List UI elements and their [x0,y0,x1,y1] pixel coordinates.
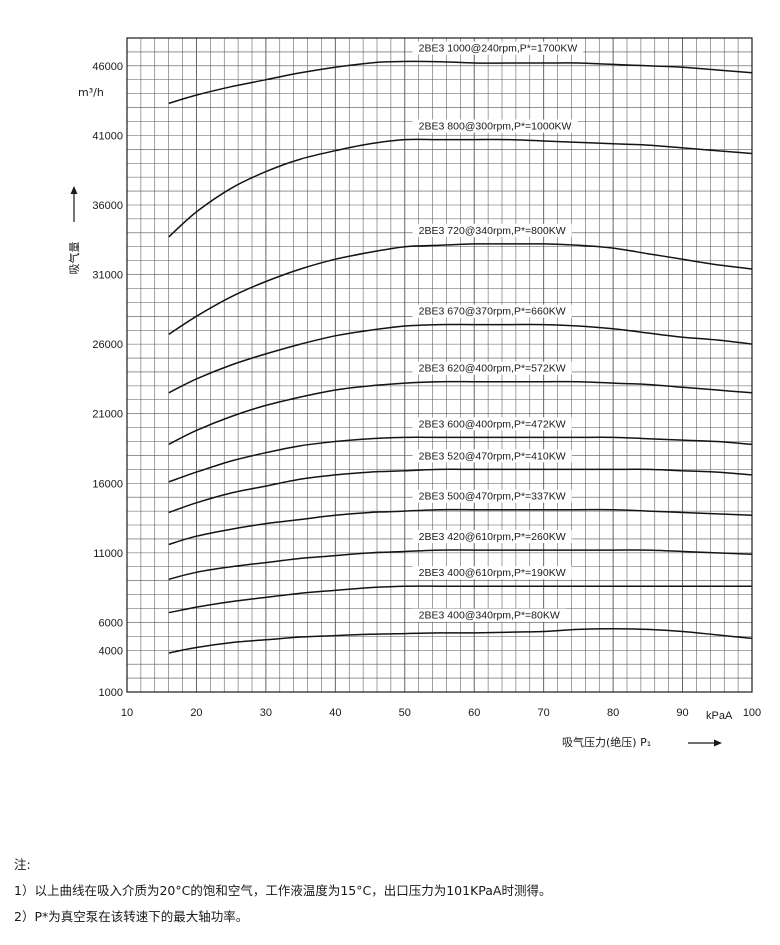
series-label: 2BE3 420@610rpm,P*=260KW [419,531,566,543]
series-label-bg [412,608,566,622]
series-label: 2BE3 400@610rpm,P*=190KW [419,567,566,579]
series-line [168,380,753,445]
series-label-bg [412,361,572,375]
series-label: 2BE3 620@400rpm,P*=572KW [419,363,566,375]
performance-chart: 2BE3 1000@240rpm,P*=1700KW 2BE3 800@300rp… [67,37,761,749]
series-label: 2BE3 720@340rpm,P*=800KW [419,225,566,237]
y-axis-label: 吸气量 [67,242,81,275]
series-label: 2BE3 1000@240rpm,P*=1700KW [419,43,578,55]
series-label-bg [412,449,572,463]
series-label-bg [412,530,572,544]
y-tick-label: 11000 [93,548,123,560]
y-tick-label: 21000 [92,409,123,421]
x-tick-label: 40 [329,707,341,719]
x-tick-label: 20 [190,707,202,719]
note-line-2: 2）P*为真空泵在该转速下的最大轴功率。 [14,909,249,924]
series-label-bg [412,119,578,133]
series-label: 2BE3 500@470rpm,P*=337KW [419,491,566,503]
y-axis-arrow-icon [70,186,78,222]
y-tick-label: 36000 [92,200,123,212]
series-line [168,549,753,581]
y-tick-label: 31000 [92,270,123,282]
series-label: 2BE3 800@300rpm,P*=1000KW [419,121,572,133]
series-line [168,627,753,654]
x-tick-label: 80 [607,707,619,719]
y-axis-unit: m³/h [78,86,104,99]
notes-section: 注: 1）以上曲线在吸入介质为20°C的饱和空气，工作液温度为15°C，出口压力… [14,852,774,930]
y-tick-label: 1000 [99,687,123,699]
series-label: 2BE3 400@340rpm,P*=80KW [419,610,560,622]
series-label: 2BE3 600@400rpm,P*=472KW [419,418,566,430]
y-tick-label: 26000 [92,339,123,351]
notes-heading: 注: [14,857,31,872]
y-tick-label: 46000 [92,61,123,73]
x-tick-labels: 10 20 30 40 50 60 70 80 90 100 [121,707,761,719]
series-line [168,585,752,614]
y-tick-labels: 1000 4000 6000 11000 16000 21000 26000 31000 360… [92,61,123,699]
series-line [168,60,753,105]
series-label-bg [412,417,572,431]
y-tick-label: 16000 [92,478,123,490]
y-tick-label: 6000 [99,617,123,629]
series-label-bg [412,223,572,237]
x-axis-label: 吸气压力(绝压) P₁ [562,735,651,749]
x-tick-label: 10 [121,707,133,719]
series-line [168,323,753,394]
y-tick-label: 4000 [99,645,123,657]
x-axis-arrow-icon [688,739,722,747]
series-label-bg [412,566,572,580]
series-line [168,436,753,483]
series-label: 2BE3 670@370rpm,P*=660KW [419,306,566,318]
x-axis-unit: kPaA [706,710,733,722]
note-line-1: 1）以上曲线在吸入介质为20°C的饱和空气，工作液温度为15°C，出口压力为10… [14,883,552,898]
plot-border [126,37,753,693]
x-tick-label: 30 [260,707,272,719]
series-line [168,468,753,514]
series-label: 2BE3 520@470rpm,P*=410KW [419,450,566,462]
series-label-bg [412,41,584,55]
chart-grid [126,37,753,693]
x-tick-label: 90 [676,707,688,719]
x-tick-label: 70 [538,707,550,719]
x-tick-label: 100 [743,707,761,719]
series-line [168,508,753,546]
series-line [168,243,753,336]
y-tick-label: 41000 [92,130,123,142]
curve-series: 2BE3 1000@240rpm,P*=1700KW 2BE3 800@300rp… [168,41,753,654]
series-label-bg [412,489,572,503]
x-tick-label: 50 [399,707,411,719]
x-tick-label: 60 [468,707,480,719]
series-label-bg [412,304,572,318]
plot-frame [126,37,753,693]
series-line [168,138,753,238]
